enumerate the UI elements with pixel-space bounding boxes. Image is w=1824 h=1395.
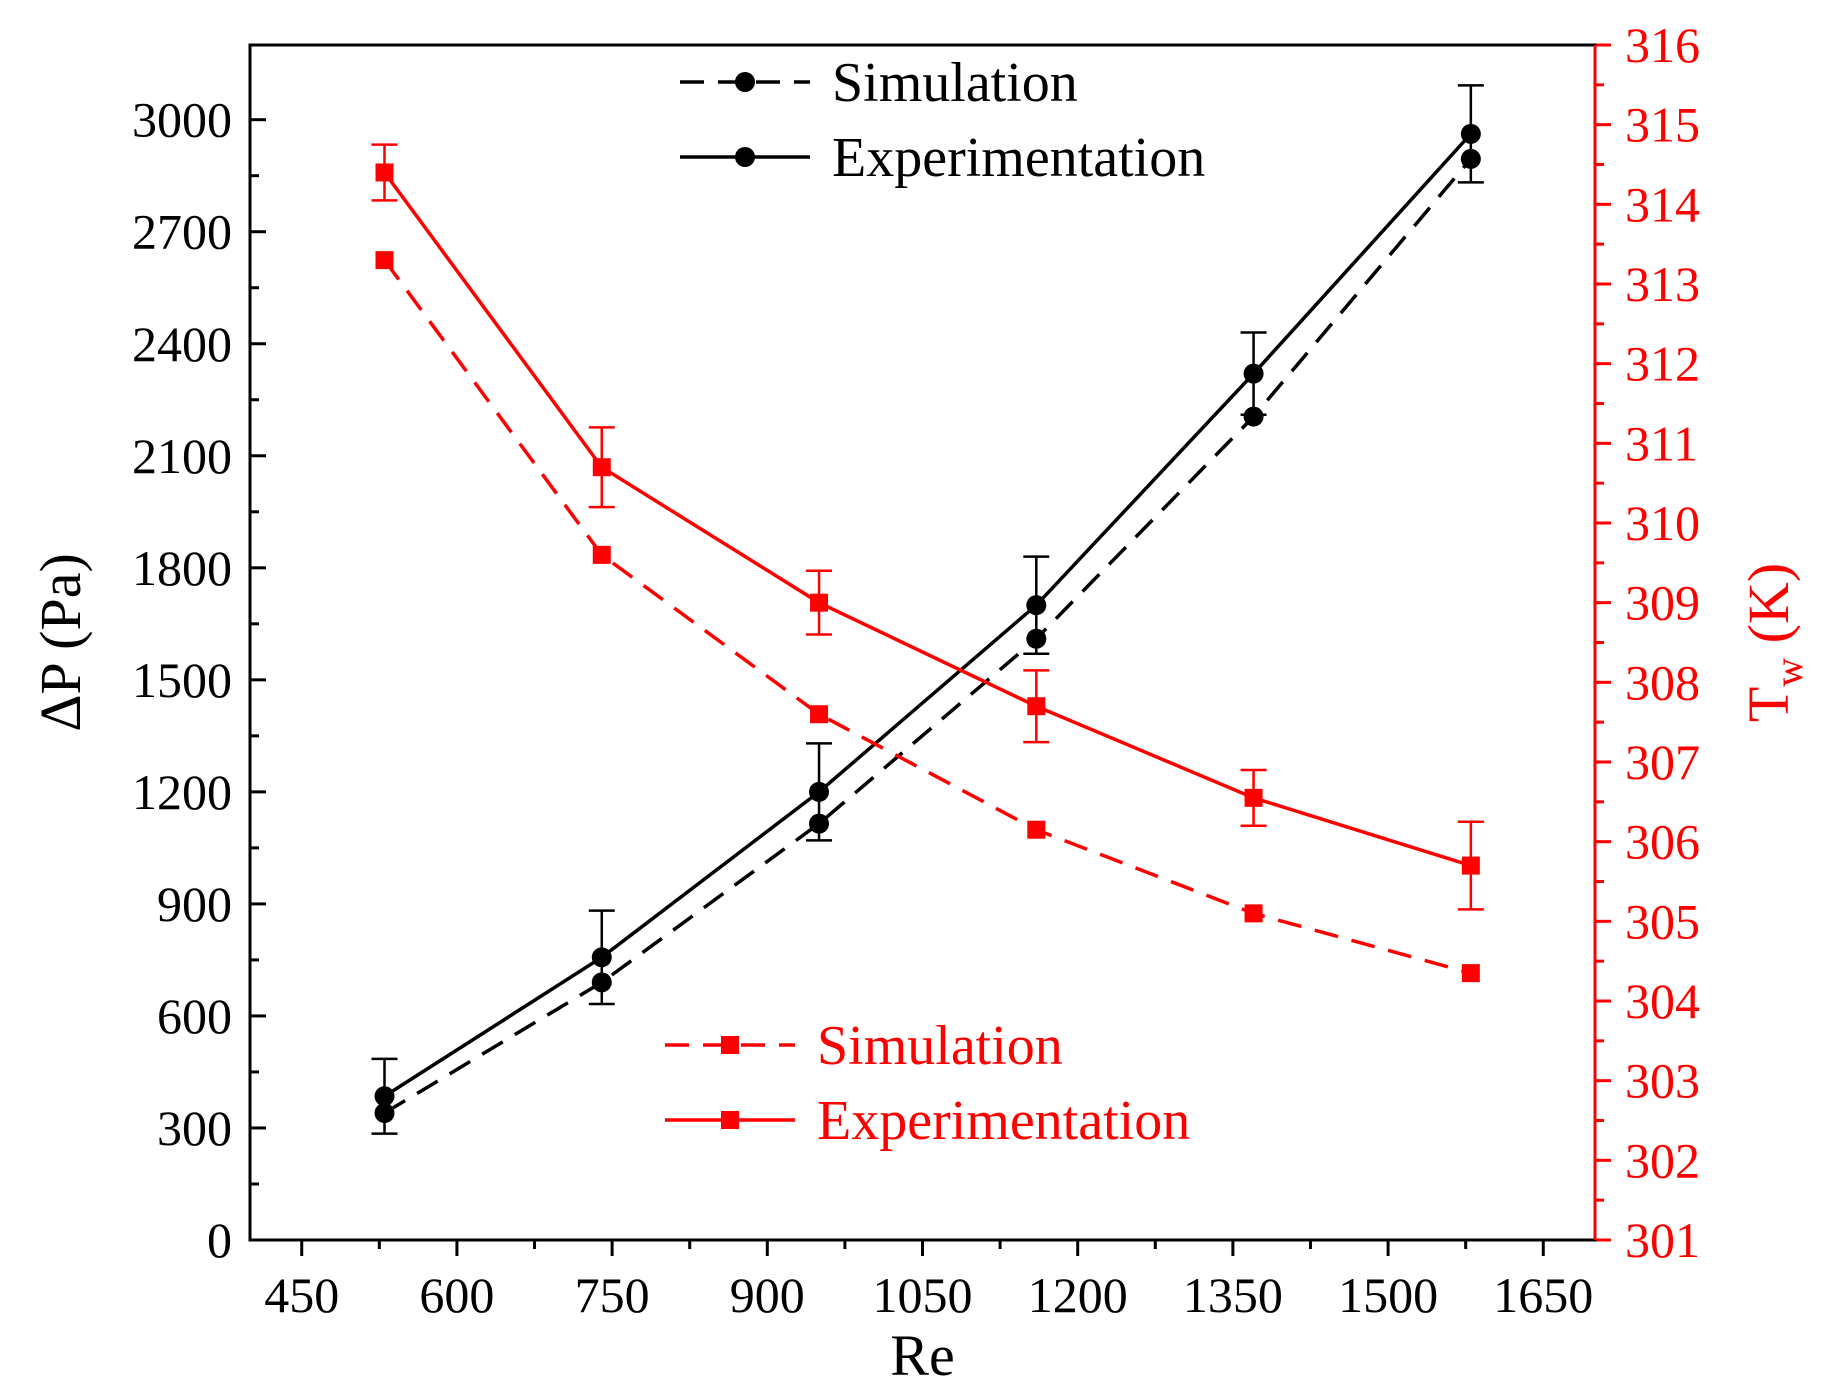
x-tick-label: 750 — [575, 1267, 650, 1323]
series-line — [383, 171, 1472, 868]
x-axis: 450 600 750 900 1050 1200 1350 1500 1650 Re — [264, 1240, 1593, 1388]
series-line — [383, 157, 1473, 1115]
right-axis-title-subscript: w — [1766, 658, 1811, 687]
data-point-circle — [1243, 406, 1264, 427]
x-axis-title: Re — [890, 1323, 954, 1388]
left-axis: 0 300 600 900 1200 1500 1800 2100 2400 2700 3000 ΔP… — [28, 92, 266, 1268]
data-point-circle — [1460, 123, 1481, 144]
left-tick-label: 0 — [207, 1212, 232, 1268]
legend-label: Experimentation — [817, 1090, 1190, 1152]
data-point-circle — [809, 781, 830, 802]
left-tick-label: 1800 — [132, 540, 232, 596]
right-axis: 301 302 303 304 305 306 307 308 309 310 311 312 313 3… — [1595, 17, 1811, 1268]
left-tick-label: 3000 — [132, 92, 232, 148]
data-point-circle — [591, 947, 612, 968]
left-tick-label: 2400 — [132, 316, 232, 372]
x-tick-label: 1200 — [1028, 1267, 1128, 1323]
series-3-experimentation-right — [371, 143, 1484, 911]
x-tick-label: 1350 — [1183, 1267, 1283, 1323]
legend-marker-square — [721, 1111, 739, 1129]
left-axis-title-unit: (Pa) — [28, 553, 93, 664]
left-tick-label: 900 — [157, 876, 232, 932]
data-point-square — [1027, 697, 1046, 716]
data-point-square — [1461, 964, 1480, 983]
data-point-square — [375, 163, 394, 182]
left-tick-label: 600 — [157, 988, 232, 1044]
right-tick-label: 303 — [1625, 1053, 1700, 1109]
x-tick-label: 600 — [419, 1267, 494, 1323]
data-point-circle — [374, 1086, 395, 1107]
legend-label: Simulation — [832, 52, 1078, 114]
data-point-square — [1244, 788, 1263, 807]
right-tick-label: 312 — [1625, 336, 1700, 392]
x-tick-label: 1650 — [1493, 1267, 1593, 1323]
left-tick-label: 1500 — [132, 652, 232, 708]
series-line — [383, 132, 1473, 1098]
left-tick-label: 300 — [157, 1100, 232, 1156]
right-tick-label: 308 — [1625, 654, 1700, 710]
x-tick-label: 1500 — [1338, 1267, 1438, 1323]
data-point-square — [810, 705, 829, 724]
right-axis-title: Tw (K) — [1736, 563, 1811, 722]
data-point-square — [810, 593, 829, 612]
legend-marker-square — [721, 1036, 739, 1054]
right-tick-label: 313 — [1625, 256, 1700, 312]
right-tick-label: 314 — [1625, 176, 1700, 232]
left-axis-title-symbol: ΔP — [28, 664, 93, 731]
data-point-square — [592, 458, 611, 477]
left-tick-label: 2100 — [132, 428, 232, 484]
legend-top-center: Simulation Experimentation — [680, 52, 1205, 189]
legend-marker-circle — [735, 72, 755, 92]
legend-marker-circle — [735, 147, 755, 167]
right-tick-label: 304 — [1625, 973, 1700, 1029]
right-axis-title-unit: (K) — [1736, 563, 1801, 658]
right-axis-title-symbol: T — [1736, 687, 1801, 722]
series-layer — [371, 84, 1484, 1135]
x-tick-label: 1050 — [873, 1267, 973, 1323]
series-1-experimentation-left — [371, 84, 1484, 1135]
data-point-square — [1461, 856, 1480, 875]
data-point-circle — [1243, 363, 1264, 384]
legend-bottom-center: Simulation Experimentation — [665, 1015, 1190, 1152]
right-tick-label: 306 — [1625, 814, 1700, 870]
legend-label: Experimentation — [832, 127, 1205, 189]
x-tick-label: 900 — [730, 1267, 805, 1323]
series-line — [383, 259, 1472, 975]
data-point-square — [592, 545, 611, 564]
right-tick-label: 301 — [1625, 1212, 1700, 1268]
right-tick-label: 307 — [1625, 734, 1700, 790]
right-tick-label: 316 — [1625, 17, 1700, 73]
right-tick-label: 315 — [1625, 97, 1700, 153]
data-point-square — [1244, 904, 1263, 923]
right-tick-label: 302 — [1625, 1132, 1700, 1188]
series-2-simulation-right — [375, 251, 1480, 983]
data-point-circle — [1026, 595, 1047, 616]
data-point-square — [1027, 820, 1046, 839]
left-tick-label: 1200 — [132, 764, 232, 820]
right-tick-label: 310 — [1625, 495, 1700, 551]
legend-layer: Simulation Experimentation Simulation Exper… — [665, 52, 1205, 1152]
legend-label: Simulation — [817, 1015, 1063, 1077]
right-tick-label: 311 — [1625, 415, 1698, 471]
x-tick-label: 450 — [264, 1267, 339, 1323]
right-tick-label: 305 — [1625, 893, 1700, 949]
right-tick-label: 309 — [1625, 575, 1700, 631]
left-axis-title: ΔP (Pa) — [28, 553, 93, 732]
series-0-simulation-left — [374, 148, 1481, 1124]
data-point-square — [375, 251, 394, 270]
left-tick-label: 2700 — [132, 204, 232, 260]
